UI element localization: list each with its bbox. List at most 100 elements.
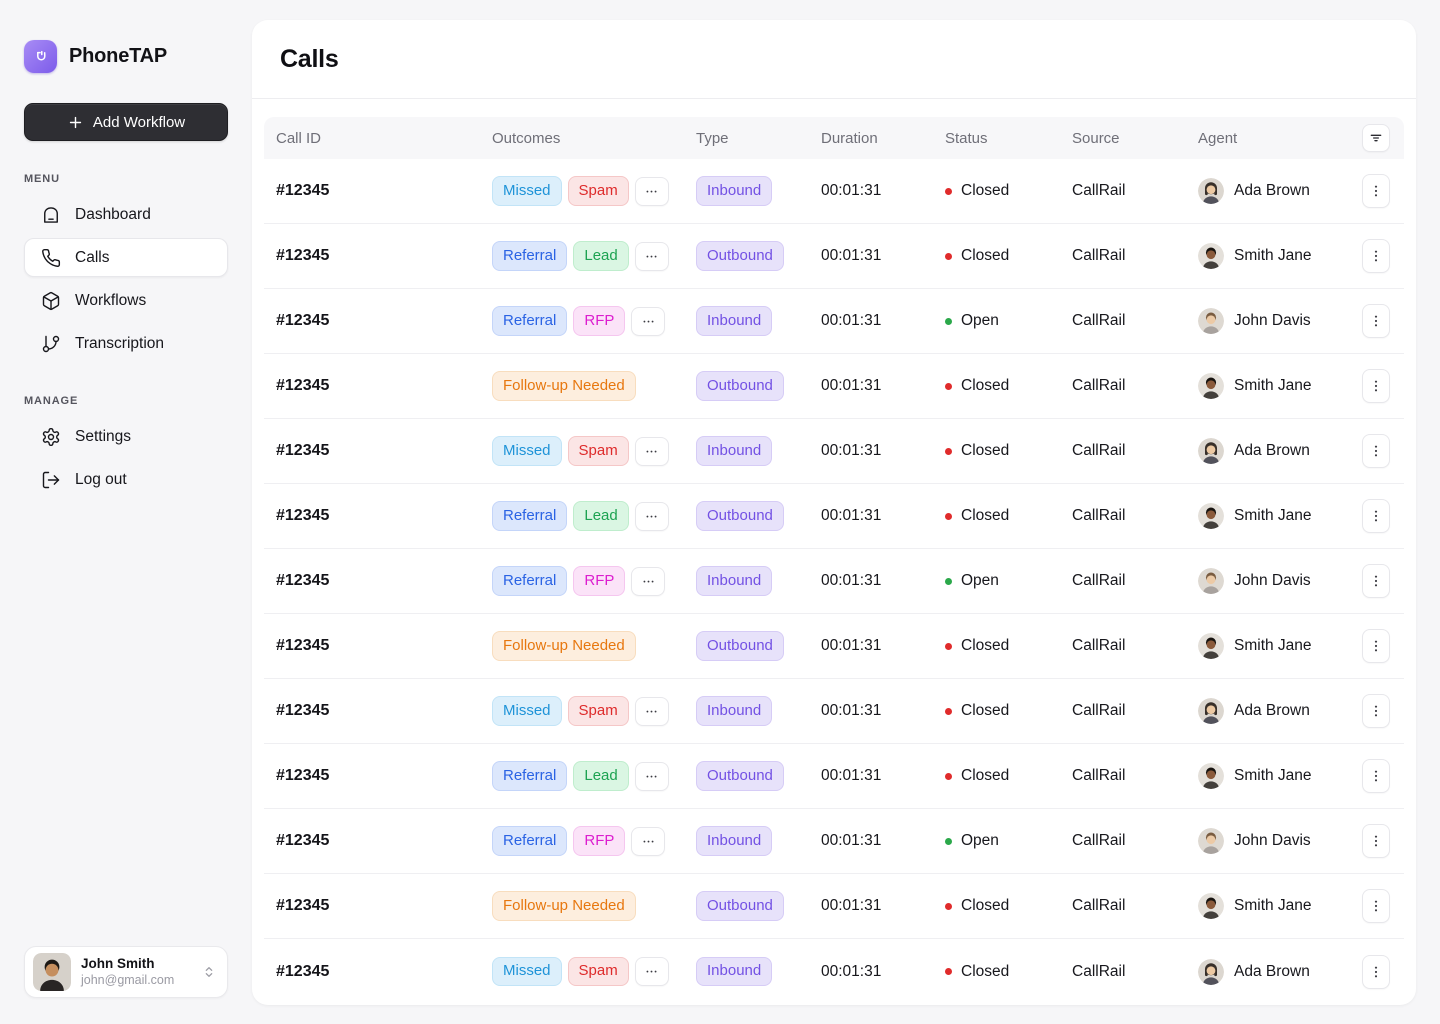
table-row[interactable]: #12345 Missed Spam Inbound 00:01:31 Closed Cal…: [264, 939, 1404, 1004]
row-menu-button[interactable]: [1362, 499, 1390, 533]
agent-cell: Ada Brown: [1186, 698, 1346, 724]
sidebar-item-settings[interactable]: Settings: [24, 417, 228, 456]
agent-name: Smith Jane: [1234, 767, 1312, 784]
status-dot-closed: [945, 252, 952, 260]
column-header-type: Type: [696, 129, 729, 147]
more-outcomes-button[interactable]: [631, 826, 666, 856]
more-outcomes-button[interactable]: [634, 436, 669, 466]
call-id: #12345: [276, 637, 330, 654]
nav-heading-manage: MANAGE: [24, 395, 79, 407]
row-menu-button[interactable]: [1362, 889, 1390, 923]
row-menu-button[interactable]: [1362, 759, 1390, 793]
agent-name: Ada Brown: [1234, 442, 1310, 459]
plus-icon: [67, 114, 84, 131]
source-cell: CallRail: [1072, 897, 1126, 914]
agent-name: John Davis: [1234, 312, 1311, 329]
more-outcomes-button[interactable]: [634, 176, 669, 206]
agent-cell: Smith Jane: [1186, 373, 1346, 399]
row-menu-button[interactable]: [1362, 954, 1390, 989]
more-outcomes-button[interactable]: [634, 696, 669, 726]
type-badge-inbound: Inbound: [696, 436, 773, 466]
row-menu-button[interactable]: [1362, 629, 1390, 663]
duration-cell: 00:01:31: [821, 767, 882, 784]
row-menu-button[interactable]: [1362, 434, 1390, 468]
logout-icon: [41, 470, 61, 490]
brand-name: PhoneTAP: [69, 45, 168, 67]
chevrons-up-down-icon: [201, 964, 217, 980]
sidebar-nav: MENU Dashboard Calls Workflows Transcription…: [24, 173, 228, 499]
type-badge-outbound: Outbound: [696, 631, 784, 661]
table-row[interactable]: #12345 Follow-up Needed Outbound 00:01:31 Cl…: [264, 874, 1404, 939]
table-row[interactable]: #12345 Referral Lead Outbound 00:01:31 Closed…: [264, 484, 1404, 549]
agent-avatar: [1198, 633, 1224, 659]
sidebar-item-transcription[interactable]: Transcription: [24, 324, 228, 363]
table-row[interactable]: #12345 Follow-up Needed Outbound 00:01:31 Cl…: [264, 614, 1404, 679]
kebab-menu-icon: [1368, 768, 1384, 784]
agent-name: Ada Brown: [1234, 702, 1310, 719]
table-row[interactable]: #12345 Referral RFP Inbound 00:01:31 Open Call…: [264, 289, 1404, 354]
row-action-cell: [1346, 369, 1404, 403]
duration-cell: 00:01:31: [821, 637, 882, 654]
ellipsis-icon: [644, 509, 659, 524]
calls-table: Call ID Outcomes Type Duration Status Source A…: [264, 117, 1404, 1004]
table-row[interactable]: #12345 Referral RFP Inbound 00:01:31 Open Call…: [264, 549, 1404, 614]
outcome-badge-spam: Spam: [567, 696, 629, 726]
outcome-badge-follow-up-needed: Follow-up Needed: [492, 631, 636, 661]
table-row[interactable]: #12345 Missed Spam Inbound 00:01:31 Closed Cal…: [264, 159, 1404, 224]
outcome-badge-lead: Lead: [573, 761, 629, 791]
duration-cell: 00:01:31: [821, 377, 882, 394]
more-outcomes-button[interactable]: [634, 761, 669, 791]
outcomes-cell: Follow-up Needed: [480, 891, 684, 921]
outcomes-cell: Referral RFP: [480, 826, 684, 856]
filter-button[interactable]: [1362, 124, 1390, 152]
duration-cell: 00:01:31: [821, 897, 882, 914]
outcome-badge-rfp: RFP: [573, 566, 626, 596]
sidebar-item-log-out[interactable]: Log out: [24, 460, 228, 499]
column-header-source: Source: [1072, 129, 1120, 147]
agent-cell: Smith Jane: [1186, 633, 1346, 659]
duration-cell: 00:01:31: [821, 832, 882, 849]
table-row[interactable]: #12345 Missed Spam Inbound 00:01:31 Closed Cal…: [264, 679, 1404, 744]
sidebar-item-workflows[interactable]: Workflows: [24, 281, 228, 320]
branch-icon: [41, 334, 61, 354]
sidebar-item-calls[interactable]: Calls: [24, 238, 228, 277]
table-row[interactable]: #12345 Referral RFP Inbound 00:01:31 Open Call…: [264, 809, 1404, 874]
outcome-badge-referral: Referral: [492, 566, 568, 596]
agent-avatar: [1198, 763, 1224, 789]
user-name: John Smith: [81, 955, 155, 971]
agent-cell: Ada Brown: [1186, 178, 1346, 204]
row-menu-button[interactable]: [1362, 369, 1390, 403]
more-outcomes-button[interactable]: [631, 306, 666, 336]
outcome-badge-follow-up-needed: Follow-up Needed: [492, 371, 636, 401]
status-dot-closed: [945, 447, 952, 455]
more-outcomes-button[interactable]: [634, 957, 669, 986]
page-title: Calls: [280, 44, 339, 73]
status-label: Closed: [961, 702, 1010, 719]
row-menu-button[interactable]: [1362, 694, 1390, 728]
row-menu-button[interactable]: [1362, 174, 1390, 208]
table-row[interactable]: #12345 Referral Lead Outbound 00:01:31 Closed…: [264, 224, 1404, 289]
row-menu-button[interactable]: [1362, 304, 1390, 338]
more-outcomes-button[interactable]: [634, 501, 669, 531]
row-action-cell: [1346, 239, 1404, 273]
user-profile-card[interactable]: John Smith john@gmail.com: [24, 946, 228, 998]
agent-cell: Ada Brown: [1186, 438, 1346, 464]
sidebar-item-dashboard[interactable]: Dashboard: [24, 195, 228, 234]
row-menu-button[interactable]: [1362, 239, 1390, 273]
row-menu-button[interactable]: [1362, 824, 1390, 858]
table-row[interactable]: #12345 Missed Spam Inbound 00:01:31 Closed Cal…: [264, 419, 1404, 484]
call-id: #12345: [276, 182, 330, 199]
outcome-badge-referral: Referral: [492, 306, 568, 336]
add-workflow-button[interactable]: Add Workflow: [24, 103, 228, 141]
more-outcomes-button[interactable]: [631, 566, 666, 596]
table-row[interactable]: #12345 Referral Lead Outbound 00:01:31 Closed…: [264, 744, 1404, 809]
more-outcomes-button[interactable]: [634, 241, 669, 271]
status-dot-closed: [945, 187, 952, 195]
status-dot-open: [945, 317, 952, 325]
table-row[interactable]: #12345 Follow-up Needed Outbound 00:01:31 Cl…: [264, 354, 1404, 419]
row-action-cell: [1346, 759, 1404, 793]
duration-cell: 00:01:31: [821, 312, 882, 329]
outcome-badge-referral: Referral: [492, 501, 568, 531]
row-menu-button[interactable]: [1362, 564, 1390, 598]
agent-name: John Davis: [1234, 832, 1311, 849]
